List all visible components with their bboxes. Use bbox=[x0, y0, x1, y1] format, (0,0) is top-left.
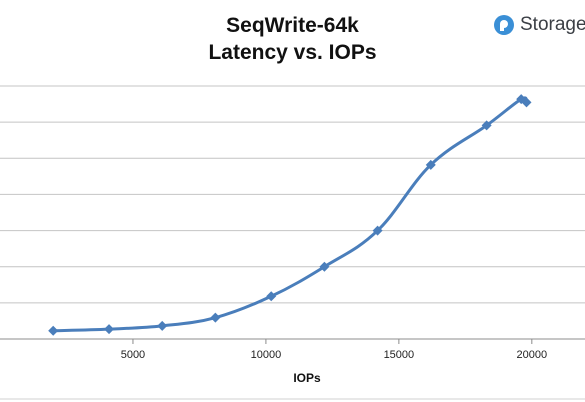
brand-name: Storage bbox=[520, 14, 585, 35]
chart-title-line2: Latency vs. IOPs bbox=[208, 41, 377, 64]
data-point bbox=[48, 325, 59, 336]
x-tick-label: 20000 bbox=[517, 349, 548, 361]
data-point bbox=[266, 291, 277, 302]
data-point bbox=[521, 97, 532, 108]
data-point bbox=[104, 324, 115, 335]
series-line bbox=[51, 96, 528, 333]
chart-title: SeqWrite-64k Latency vs. IOPs bbox=[0, 12, 585, 66]
data-point bbox=[157, 320, 168, 331]
storagereview-logo-icon bbox=[494, 15, 514, 35]
data-point bbox=[210, 312, 221, 323]
data-point bbox=[372, 225, 383, 236]
x-tick-label: 10000 bbox=[251, 349, 282, 361]
data-points bbox=[48, 94, 532, 336]
data-point bbox=[481, 120, 492, 131]
grid-lines bbox=[0, 85, 585, 400]
brand-logo: Storage bbox=[493, 14, 585, 36]
chart-title-line1: SeqWrite-64k bbox=[226, 14, 359, 37]
x-axis-label: IOPs bbox=[293, 371, 321, 385]
x-tick-label: 15000 bbox=[384, 349, 415, 361]
x-tick-label: 5000 bbox=[121, 349, 145, 361]
x-axis-ticks: 5000 10000 15000 20000 bbox=[121, 339, 547, 361]
data-point bbox=[425, 159, 436, 170]
data-point bbox=[319, 261, 330, 272]
